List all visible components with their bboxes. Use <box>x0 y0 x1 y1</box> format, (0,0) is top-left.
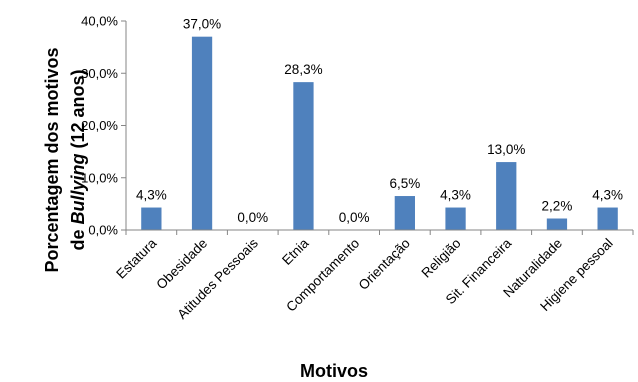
y-axis-title: Porcentagem dos motivos de Bullying (12 … <box>42 47 88 272</box>
data-label: 6,5% <box>389 176 420 191</box>
x-category-label: Orientação <box>356 236 413 293</box>
data-label: 13,0% <box>487 142 525 157</box>
data-label: 37,0% <box>183 17 221 32</box>
data-label: 4,3% <box>440 188 471 203</box>
y-tick-label: 10,0% <box>81 170 118 185</box>
x-category-label: Etnia <box>279 235 312 268</box>
bar <box>191 36 213 230</box>
bars <box>141 36 618 230</box>
y-tick-label: 40,0% <box>81 14 118 29</box>
x-axis-title: Motivos <box>300 361 368 381</box>
bar <box>141 207 162 230</box>
bar <box>293 82 314 230</box>
data-label: 0,0% <box>237 210 268 225</box>
y-axis-title-line2: de Bullying (12 anos) <box>68 69 88 250</box>
x-category-label: Estatura <box>113 235 160 282</box>
y-axis-title-line1: Porcentagem dos motivos <box>42 47 62 272</box>
bar <box>546 218 568 230</box>
y-tick-label: 30,0% <box>81 66 118 81</box>
y-axis-ticks: 0,0% 10,0% 20,0% 30,0% 40,0% <box>81 14 634 238</box>
x-category-label: Religião <box>419 236 464 281</box>
bar <box>496 162 517 230</box>
data-label: 4,3% <box>136 188 167 203</box>
bar <box>445 207 466 230</box>
y-tick-label: 0,0% <box>88 223 118 238</box>
y-tick-label: 20,0% <box>81 118 118 133</box>
data-label: 2,2% <box>542 199 573 214</box>
data-label: 4,3% <box>592 188 623 203</box>
bar <box>394 196 415 230</box>
data-label: 0,0% <box>339 210 370 225</box>
data-label: 28,3% <box>284 62 322 77</box>
data-labels: 4,3% 37,0% 0,0% 28,3% 0,0% 6,5% 4,3% 13,0% 2,2% 4… <box>136 17 623 225</box>
bar <box>597 207 618 230</box>
